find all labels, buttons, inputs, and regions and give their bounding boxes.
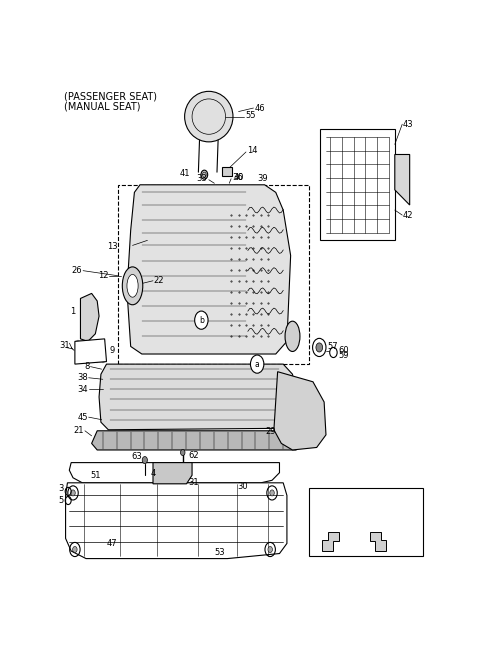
- Text: 4: 4: [150, 469, 156, 478]
- Polygon shape: [322, 532, 339, 551]
- Circle shape: [195, 311, 208, 329]
- Text: 36: 36: [232, 173, 242, 182]
- Text: 26: 26: [72, 266, 83, 275]
- Polygon shape: [92, 431, 296, 450]
- Text: 51: 51: [90, 471, 101, 480]
- Text: 42: 42: [403, 211, 413, 220]
- Polygon shape: [127, 185, 290, 354]
- Text: 39: 39: [257, 174, 268, 183]
- Text: 53: 53: [215, 548, 225, 557]
- Text: 31: 31: [189, 478, 199, 487]
- Text: 12: 12: [98, 271, 108, 280]
- Ellipse shape: [185, 91, 233, 142]
- Text: 59: 59: [338, 351, 349, 360]
- Text: b: b: [374, 498, 379, 504]
- Text: 31: 31: [59, 341, 70, 350]
- Text: 47: 47: [107, 539, 118, 548]
- Polygon shape: [81, 293, 99, 341]
- Text: 46: 46: [254, 104, 265, 113]
- Circle shape: [316, 343, 323, 352]
- Text: 30: 30: [237, 482, 248, 491]
- Text: 57: 57: [327, 342, 338, 351]
- Text: 40: 40: [233, 173, 244, 182]
- Polygon shape: [370, 532, 386, 551]
- Text: 9: 9: [109, 346, 114, 355]
- Text: 22: 22: [154, 276, 164, 285]
- Circle shape: [142, 457, 147, 464]
- Circle shape: [129, 281, 136, 291]
- Polygon shape: [66, 483, 287, 559]
- Text: 1: 1: [70, 306, 75, 316]
- Polygon shape: [153, 462, 192, 484]
- Text: 38: 38: [77, 373, 88, 382]
- Text: 62: 62: [188, 451, 199, 460]
- Ellipse shape: [127, 274, 138, 297]
- Text: 66: 66: [330, 497, 340, 505]
- Text: 33: 33: [196, 174, 207, 183]
- Text: 45: 45: [77, 413, 88, 422]
- Circle shape: [71, 490, 75, 496]
- Text: a: a: [318, 498, 322, 504]
- Text: 8: 8: [84, 362, 90, 371]
- Circle shape: [288, 330, 297, 342]
- Text: 3: 3: [59, 484, 64, 493]
- Text: 41: 41: [180, 169, 190, 178]
- Polygon shape: [69, 462, 279, 483]
- Polygon shape: [395, 154, 410, 205]
- Circle shape: [268, 546, 273, 552]
- Circle shape: [201, 170, 208, 179]
- Circle shape: [251, 355, 264, 373]
- Text: b: b: [199, 316, 204, 325]
- Text: 60: 60: [338, 346, 349, 355]
- Text: 63: 63: [132, 452, 143, 461]
- Ellipse shape: [122, 267, 143, 305]
- Polygon shape: [99, 364, 296, 430]
- Text: 67: 67: [386, 497, 397, 505]
- FancyBboxPatch shape: [222, 167, 232, 176]
- Text: 21: 21: [74, 426, 84, 436]
- Circle shape: [270, 490, 274, 496]
- Text: 55: 55: [245, 111, 256, 120]
- Text: 43: 43: [403, 119, 414, 129]
- Text: (PASSENGER SEAT): (PASSENGER SEAT): [64, 91, 156, 101]
- Ellipse shape: [285, 321, 300, 352]
- FancyBboxPatch shape: [309, 488, 423, 556]
- Text: 13: 13: [107, 242, 118, 251]
- Text: 14: 14: [247, 146, 257, 155]
- Ellipse shape: [192, 99, 226, 134]
- Text: 34: 34: [77, 385, 88, 394]
- Circle shape: [72, 546, 77, 552]
- Polygon shape: [75, 339, 107, 364]
- Text: 5: 5: [59, 496, 64, 505]
- Text: a: a: [255, 359, 260, 369]
- Circle shape: [180, 449, 185, 455]
- Text: (MANUAL SEAT): (MANUAL SEAT): [64, 102, 140, 112]
- FancyBboxPatch shape: [321, 129, 395, 240]
- Polygon shape: [274, 372, 326, 450]
- Text: 29: 29: [265, 427, 276, 436]
